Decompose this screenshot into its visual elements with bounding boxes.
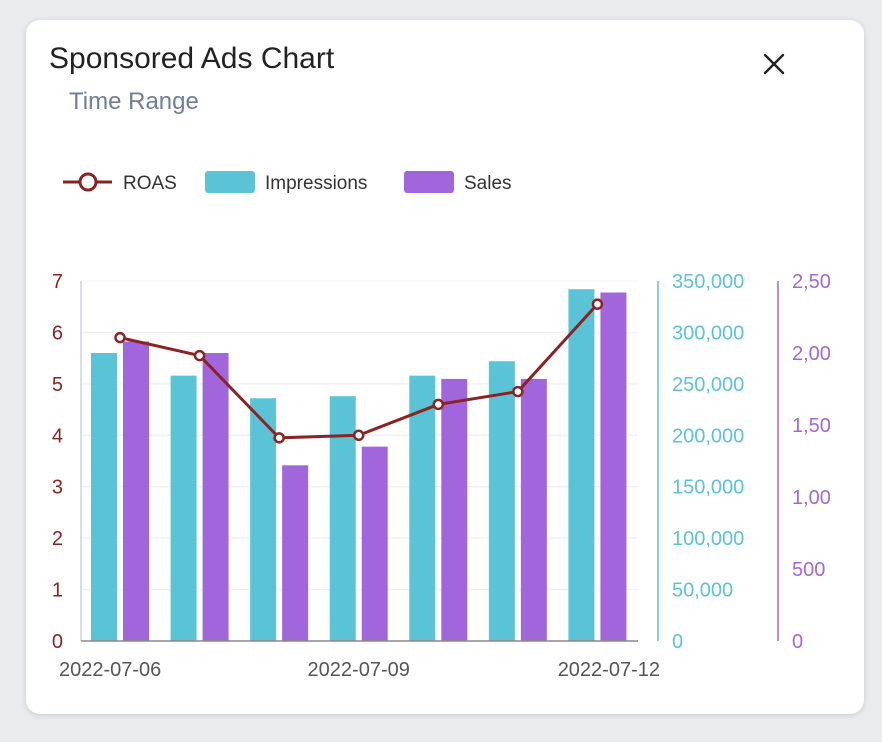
right1-tick-label: 300,000 xyxy=(672,322,744,344)
left-tick-label: 4 xyxy=(52,425,63,447)
roas-point xyxy=(273,432,285,444)
right1-tick-label: 100,000 xyxy=(672,528,744,550)
left-tick-label: 7 xyxy=(52,271,63,293)
right1-tick-label: 150,000 xyxy=(672,477,744,499)
roas-point xyxy=(432,398,445,411)
sales-bar xyxy=(361,446,388,641)
right1-tick-label: 250,000 xyxy=(672,374,744,396)
legend-sales-swatch xyxy=(404,171,454,193)
left-tick-label: 6 xyxy=(52,322,63,344)
right1-tick-label: 350,000 xyxy=(672,271,744,293)
roas-point xyxy=(512,385,524,398)
right2-tick-label: 500 xyxy=(792,559,825,581)
sales-bar xyxy=(202,353,229,641)
sales-bar xyxy=(441,378,468,641)
impressions-bar xyxy=(91,353,117,641)
right2-tick-label: 1,00 xyxy=(792,487,831,509)
impressions-bar xyxy=(170,375,197,641)
right2-tick-label: 2,00 xyxy=(792,343,831,365)
left-tick-label: 0 xyxy=(52,631,63,653)
axes: 0 1 2 3 4 5 6 7 0 50,000 100,000 150,000 200,000 250,… xyxy=(52,271,831,681)
impressions-bar xyxy=(250,398,277,641)
roas-point xyxy=(114,331,126,344)
x-tick-label: 2022-07-12 xyxy=(558,659,660,681)
impressions-bar xyxy=(329,396,356,641)
grid-lines xyxy=(81,280,638,642)
roas-point xyxy=(193,349,206,362)
right1-tick-label: 50,000 xyxy=(672,580,733,602)
roas-point xyxy=(591,298,604,310)
left-tick-label: 5 xyxy=(52,374,63,396)
impressions-bar xyxy=(488,361,515,641)
sales-bar xyxy=(520,378,547,641)
legend-impressions-swatch xyxy=(205,171,255,193)
time-range-link[interactable]: Time Range xyxy=(69,88,199,115)
x-tick-label: 2022-07-09 xyxy=(308,659,410,681)
right1-tick-label: 200,000 xyxy=(672,425,744,447)
bars xyxy=(91,289,627,641)
legend-impressions-label: Impressions xyxy=(265,173,367,194)
roas-point xyxy=(352,429,365,442)
sales-bar xyxy=(282,465,309,641)
roas-line xyxy=(114,298,604,444)
sales-bar xyxy=(600,292,627,641)
sales-bar xyxy=(123,341,149,641)
x-tick-label: 2022-07-06 xyxy=(59,659,161,681)
legend: ROAS Impressions Sales xyxy=(63,171,512,194)
close-icon xyxy=(763,53,785,75)
chart-title: Sponsored Ads Chart xyxy=(49,42,335,75)
right2-tick-label: 0 xyxy=(792,631,803,653)
close-button[interactable] xyxy=(760,50,788,78)
right2-tick-label: 1,50 xyxy=(792,415,831,437)
legend-roas-marker xyxy=(78,172,98,192)
left-tick-label: 2 xyxy=(52,528,63,550)
left-tick-label: 1 xyxy=(52,580,63,602)
legend-roas-label: ROAS xyxy=(123,173,177,194)
right1-tick-label: 0 xyxy=(672,631,683,653)
legend-sales-label: Sales xyxy=(464,173,512,194)
impressions-bar xyxy=(409,375,436,641)
right2-tick-label: 2,50 xyxy=(792,271,831,293)
left-tick-label: 3 xyxy=(52,477,63,499)
impressions-bar xyxy=(568,289,595,641)
